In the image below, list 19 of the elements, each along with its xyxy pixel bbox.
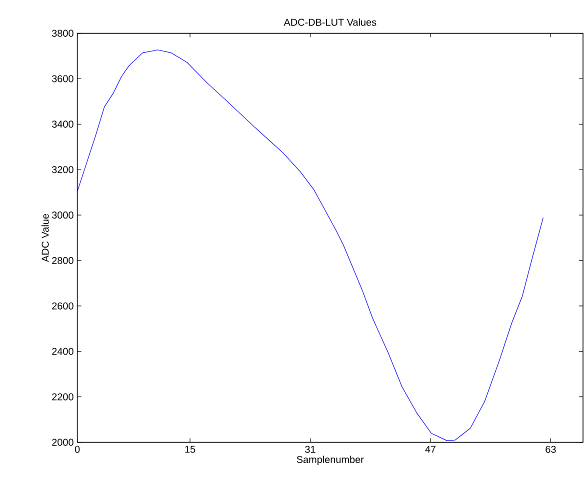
x-tick-label: 63 [546,446,556,453]
y-tick-label: 3000 [52,212,74,219]
y-tick-label: 3200 [52,166,74,174]
x-tick-label: 47 [425,446,436,453]
y-tick-label: 2600 [52,302,74,310]
y-tick-label: 2200 [52,393,74,400]
x-tick-label: 31 [305,446,316,453]
chart-title: ADC-DB-LUT Values [284,18,376,26]
y-tick-label: 2400 [52,348,74,355]
y-axis-title: ADC Value [41,214,49,262]
y-tick-label: 3400 [52,120,74,128]
y-tick-label: 3800 [52,30,74,37]
x-axis-title: Samplenumber [296,456,364,465]
y-tick-label: 3600 [52,75,74,82]
x-tick-label: 0 [74,446,80,453]
x-tick-label: 15 [185,446,196,453]
y-tick-label: 2800 [52,256,74,264]
line-series [77,50,544,442]
y-tick-label: 2000 [52,438,74,446]
